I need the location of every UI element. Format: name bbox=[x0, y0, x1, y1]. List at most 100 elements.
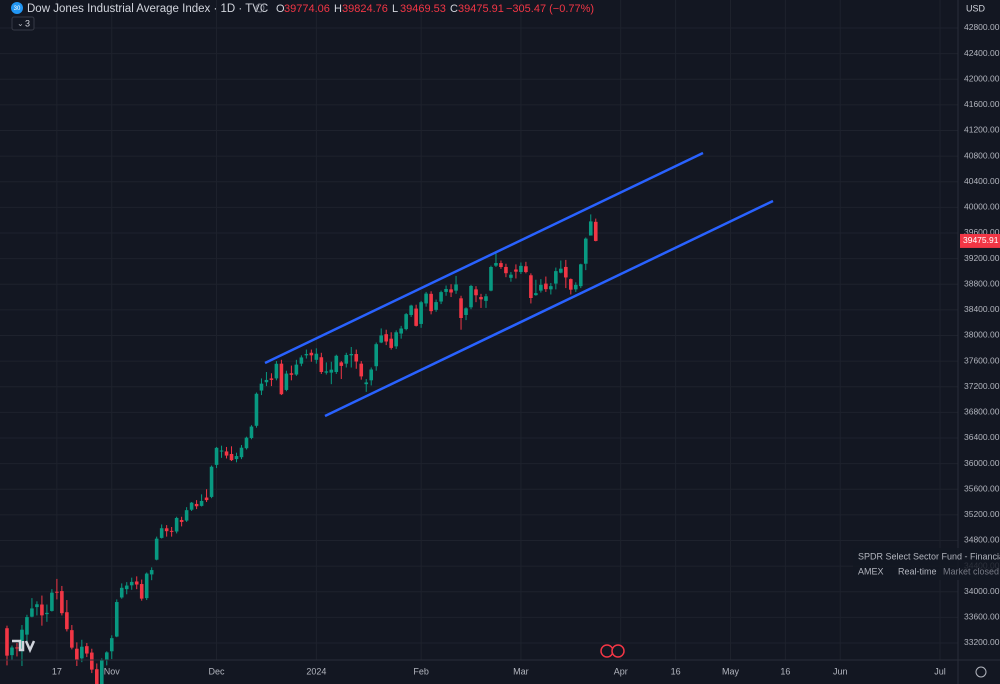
candle-body bbox=[399, 328, 403, 334]
candle-body bbox=[169, 530, 174, 532]
channel-line[interactable] bbox=[264, 151, 704, 365]
candle-body bbox=[583, 238, 588, 264]
y-tick-label: 40800.00 bbox=[964, 150, 1000, 160]
candle-body bbox=[459, 298, 463, 318]
ohlc-value: 39469.53 bbox=[400, 3, 446, 15]
candle-body bbox=[444, 288, 448, 292]
candle-body bbox=[389, 338, 393, 348]
y-tick-label: 36800.00 bbox=[964, 407, 1000, 417]
candle-body bbox=[159, 528, 164, 538]
y-tick-label: 42800.00 bbox=[964, 22, 1000, 32]
candle-body bbox=[429, 293, 433, 312]
x-tick-label: Feb bbox=[413, 666, 429, 676]
channel-line[interactable] bbox=[324, 199, 774, 418]
candle-body bbox=[479, 297, 483, 300]
candle-body bbox=[324, 371, 329, 373]
candle-body bbox=[75, 648, 79, 660]
candle-body bbox=[149, 570, 154, 575]
event-icon[interactable] bbox=[611, 644, 625, 658]
overlay-exchange: AMEX bbox=[858, 566, 884, 576]
candle-body bbox=[90, 652, 94, 670]
candle-body bbox=[384, 334, 388, 342]
ohlc-legend: O 39774.06 H 39824.76 L 39469.53 C 39475.91 −305… bbox=[276, 3, 594, 15]
candle-body bbox=[334, 355, 339, 372]
symbol-badge: 30 bbox=[14, 6, 21, 12]
candle-body bbox=[99, 660, 104, 684]
x-tick-label: 2024 bbox=[306, 666, 326, 676]
indicator-count[interactable]: 3 bbox=[25, 18, 30, 28]
candle-body bbox=[189, 502, 194, 510]
candle-body bbox=[85, 646, 89, 654]
settings-icon[interactable] bbox=[975, 666, 987, 678]
candle-body bbox=[194, 503, 199, 507]
y-tick-label: 38000.00 bbox=[964, 330, 1000, 340]
price-axis: 33200.0033600.0034000.0034400.0034800.00… bbox=[960, 22, 1000, 647]
candle-body bbox=[509, 274, 513, 278]
x-tick-label: 17 bbox=[52, 666, 62, 676]
candle-body bbox=[139, 584, 144, 599]
ohlc-value: 39824.76 bbox=[342, 3, 388, 15]
ohlc-key: C bbox=[450, 3, 458, 15]
y-tick-label: 37200.00 bbox=[964, 381, 1000, 391]
x-tick-label: 16 bbox=[780, 666, 790, 676]
y-tick-label: 34800.00 bbox=[964, 535, 1000, 545]
candle-body bbox=[439, 292, 443, 302]
candle-body bbox=[179, 519, 184, 522]
candle-body bbox=[559, 268, 563, 273]
event-icon[interactable] bbox=[600, 644, 614, 658]
candle-body bbox=[264, 379, 269, 383]
x-tick-label: Nov bbox=[104, 666, 121, 676]
overlay-title[interactable]: SPDR Select Sector Fund - Financial bbox=[858, 551, 1000, 561]
y-tick-label: 33600.00 bbox=[964, 612, 1000, 622]
y-tick-label: 38400.00 bbox=[964, 304, 1000, 314]
candle-body bbox=[119, 587, 124, 598]
candle-body bbox=[70, 630, 74, 648]
candle-body bbox=[259, 383, 264, 391]
ohlc-value: 39774.06 bbox=[284, 3, 330, 15]
currency[interactable]: USD bbox=[966, 3, 986, 13]
ohlc-key: L bbox=[392, 3, 398, 15]
candle-body bbox=[279, 363, 284, 395]
x-tick-label: May bbox=[722, 666, 740, 676]
candle-body bbox=[244, 437, 249, 449]
candle-body bbox=[65, 612, 69, 630]
overlay-legend-bg bbox=[853, 548, 1000, 580]
candle-body bbox=[359, 363, 364, 377]
overlay-market: Market closed bbox=[943, 566, 999, 576]
candle-body bbox=[15, 647, 19, 649]
candle-body bbox=[404, 314, 408, 330]
candle-body bbox=[10, 647, 14, 656]
y-tick-label: 34000.00 bbox=[964, 586, 1000, 596]
y-tick-label: 42400.00 bbox=[964, 48, 1000, 58]
y-tick-label: 36000.00 bbox=[964, 458, 1000, 468]
candle-body bbox=[45, 612, 49, 615]
candle-body bbox=[154, 538, 159, 560]
candle-body bbox=[174, 517, 179, 532]
indicator-toggle[interactable] bbox=[11, 16, 35, 31]
candle-body bbox=[254, 393, 259, 426]
ohlc-key: O bbox=[276, 3, 285, 15]
candle-body bbox=[109, 638, 114, 652]
logo bbox=[12, 639, 36, 654]
chart-title[interactable]: Dow Jones Industrial Average Index · 1D … bbox=[27, 3, 268, 15]
candle-body bbox=[489, 266, 493, 291]
candle-body bbox=[494, 263, 498, 266]
candle-body bbox=[134, 581, 139, 585]
y-tick-label: 41600.00 bbox=[964, 99, 1000, 109]
candle-body bbox=[319, 357, 324, 372]
candle-body bbox=[274, 363, 279, 379]
candle-body bbox=[569, 279, 573, 290]
y-tick-label: 40000.00 bbox=[964, 202, 1000, 212]
candle-body bbox=[209, 466, 214, 497]
candle-body bbox=[249, 426, 254, 438]
y-tick-label: 33200.00 bbox=[964, 637, 1000, 647]
candle-body bbox=[394, 332, 398, 347]
candle-body bbox=[564, 266, 568, 278]
candle-body bbox=[469, 285, 473, 308]
candle-body bbox=[80, 646, 84, 659]
candle-body bbox=[35, 604, 39, 608]
x-tick-label: 16 bbox=[671, 666, 681, 676]
ohlc-value: 39475.91 bbox=[458, 3, 504, 15]
candle-body bbox=[374, 344, 379, 367]
